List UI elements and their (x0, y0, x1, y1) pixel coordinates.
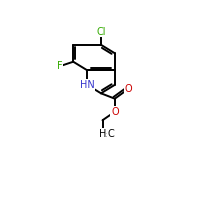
Text: C: C (108, 129, 114, 139)
Text: 3: 3 (105, 133, 109, 138)
Text: HN: HN (80, 80, 94, 90)
Text: Cl: Cl (96, 27, 106, 37)
Text: F: F (57, 61, 62, 71)
Text: O: O (125, 84, 132, 94)
Text: H: H (99, 129, 106, 139)
Text: O: O (111, 107, 119, 117)
